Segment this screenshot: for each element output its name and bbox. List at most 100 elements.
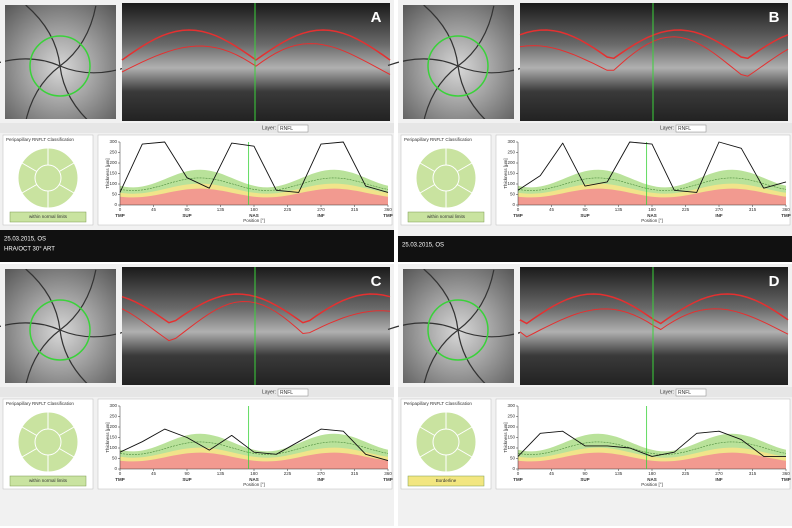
- x-tick-label: 360: [384, 471, 392, 476]
- x-tick-label: 225: [284, 207, 292, 212]
- toolbar: [398, 387, 792, 397]
- fundus-frame: [399, 1, 518, 123]
- fundus-image: [401, 3, 516, 121]
- layer-label: Layer:: [660, 389, 674, 395]
- date-strip: [0, 230, 394, 262]
- sector-label: SUP: [182, 213, 191, 218]
- sector-divider: [59, 426, 75, 436]
- thickness-profile: [119, 428, 389, 462]
- sector-divider: [59, 448, 75, 458]
- fundus-image: [3, 267, 118, 385]
- mean-line: [517, 177, 787, 191]
- sector-divider: [21, 162, 37, 172]
- toolbar: [0, 123, 394, 133]
- status-text: Borderline: [436, 478, 457, 483]
- layer-select: [277, 124, 309, 133]
- sector-label: TMP: [781, 477, 791, 482]
- status-box: [407, 211, 485, 223]
- thickness-profile: [517, 141, 787, 193]
- sector-label: INF: [317, 213, 325, 218]
- panel: A Layer: RNFL Peripapillary RNFLT Classific…: [0, 0, 394, 262]
- sector-label: NAS: [249, 213, 259, 218]
- x-axis-label: Position [°]: [641, 482, 663, 487]
- y-tick-label: 100: [109, 181, 117, 186]
- x-tick-label: 270: [715, 207, 723, 212]
- panel: D Layer: RNFL Peripapillary RNFLT Classific…: [387, 264, 792, 526]
- y-tick-label: 0: [114, 202, 117, 207]
- x-tick-label: 270: [317, 207, 325, 212]
- date-text: 25.03.2015, OS: [402, 243, 444, 249]
- x-axis-label: Position [°]: [243, 482, 265, 487]
- x-tick-label: 180: [648, 471, 656, 476]
- x-tick-label: 180: [250, 207, 258, 212]
- x-tick-label: 90: [184, 471, 190, 476]
- sector-label: TMP: [383, 477, 393, 482]
- y-tick-label: 250: [109, 414, 117, 419]
- fundus-image: [3, 3, 118, 121]
- y-tick-label: 100: [507, 181, 515, 186]
- x-tick-label: 0: [119, 207, 122, 212]
- x-tick-label: 0: [517, 471, 520, 476]
- y-tick-label: 50: [510, 456, 516, 461]
- rnfl-line: [121, 300, 391, 342]
- y-tick-label: 0: [512, 202, 515, 207]
- classification-title: Peripapillary RNFLT Classification: [404, 137, 472, 142]
- status-text: within normal limits: [427, 214, 466, 219]
- layer-label: Layer:: [262, 125, 276, 131]
- scan-circle: [29, 35, 91, 97]
- sector-divider: [457, 426, 473, 436]
- oct-scan: [122, 267, 390, 385]
- y-axis-label: Thickness [µm]: [503, 158, 508, 188]
- y-tick-label: 200: [507, 160, 515, 165]
- x-tick-label: 135: [217, 207, 225, 212]
- x-tick-label: 90: [582, 207, 588, 212]
- ilm-line: [519, 29, 789, 60]
- vessel: [423, 4, 459, 67]
- y-tick-label: 50: [112, 192, 118, 197]
- outside-band: [120, 452, 388, 469]
- y-tick-label: 250: [507, 414, 515, 419]
- sector-label: NAS: [647, 213, 657, 218]
- classification-title: Peripapillary RNFLT Classification: [404, 401, 472, 406]
- y-tick-label: 200: [109, 160, 117, 165]
- scan-circle: [427, 35, 489, 97]
- toolbar: [398, 123, 792, 133]
- panel: C Layer: RNFL Peripapillary RNFLT Classific…: [0, 264, 394, 526]
- vessel: [25, 268, 61, 331]
- status-box: [9, 211, 87, 223]
- x-axis-label: Position [°]: [641, 218, 663, 223]
- vessel: [387, 58, 459, 67]
- y-tick-label: 50: [112, 456, 118, 461]
- x-tick-label: 315: [351, 471, 359, 476]
- classification-inner: [432, 164, 460, 192]
- sector-label: SUP: [580, 213, 589, 218]
- x-tick-label: 45: [151, 471, 157, 476]
- ilm-line: [121, 29, 391, 61]
- panel-label: A: [371, 9, 382, 26]
- fundus-frame: [1, 265, 120, 387]
- ilm-line: [519, 293, 789, 325]
- x-tick-label: 135: [217, 471, 225, 476]
- sector-divider: [59, 184, 75, 194]
- x-tick-label: 135: [615, 471, 623, 476]
- y-tick-label: 0: [114, 466, 117, 471]
- vessel: [457, 269, 495, 331]
- x-tick-label: 45: [549, 471, 555, 476]
- fundus-image: [401, 267, 516, 385]
- y-tick-label: 0: [512, 466, 515, 471]
- layer-value: RNFL: [280, 390, 293, 396]
- ilm-line: [121, 293, 391, 324]
- oct-scan: [122, 3, 390, 121]
- vessel: [0, 322, 61, 331]
- layer-value: RNFL: [678, 390, 691, 396]
- sector-divider: [457, 448, 473, 458]
- vessel: [25, 4, 61, 67]
- layer-value: RNFL: [678, 126, 691, 132]
- panel-label: D: [769, 273, 780, 290]
- x-tick-label: 45: [151, 207, 157, 212]
- x-tick-label: 90: [184, 207, 190, 212]
- y-tick-label: 300: [109, 403, 117, 408]
- layer-value: RNFL: [280, 126, 293, 132]
- y-tick-label: 150: [507, 435, 515, 440]
